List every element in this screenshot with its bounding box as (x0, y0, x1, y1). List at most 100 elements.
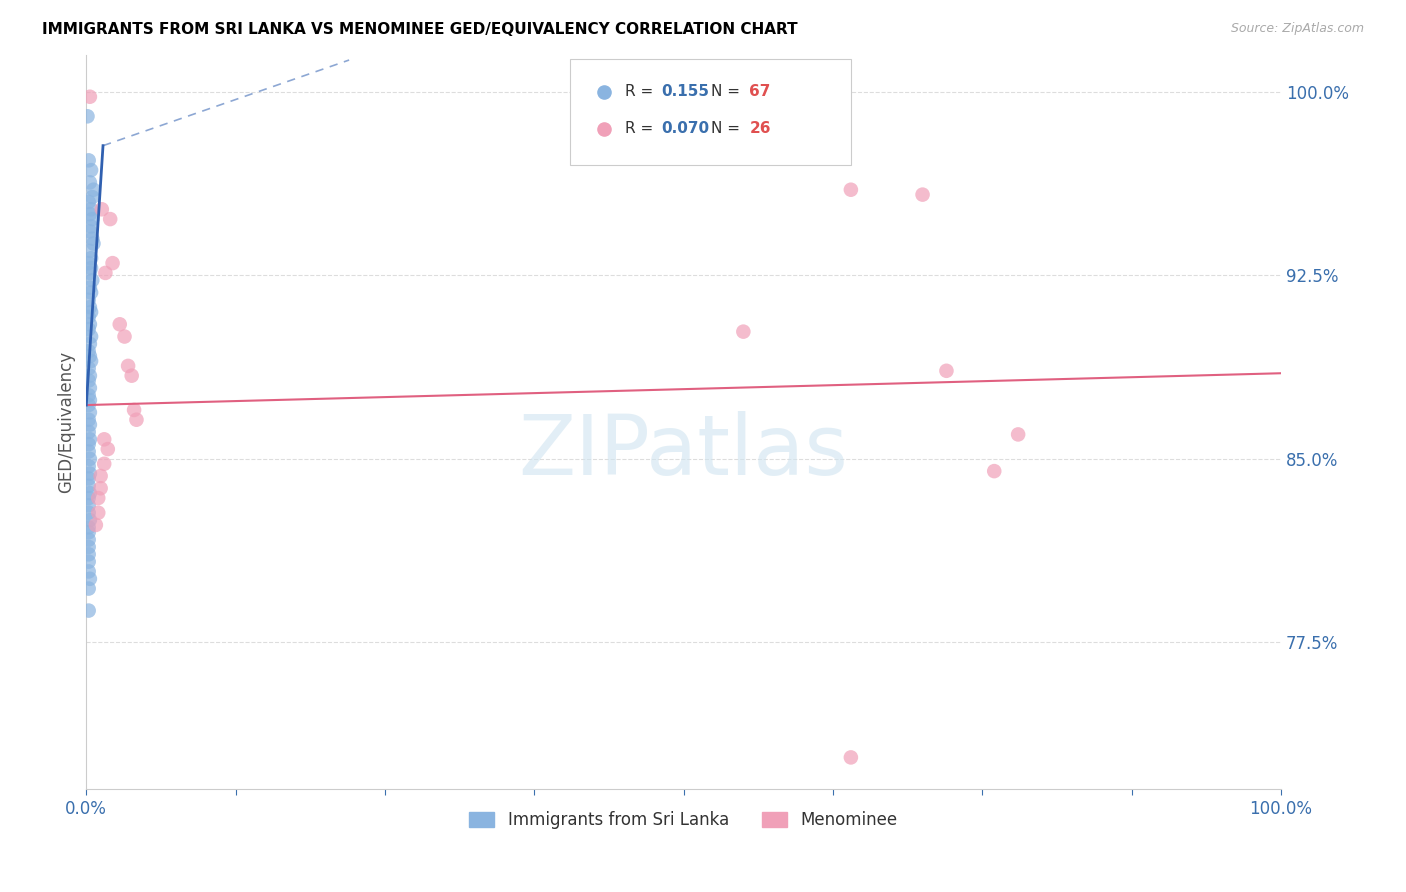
Point (79, 337, 101, 351)
Point (79, 432, 101, 446)
Text: IMMIGRANTS FROM SRI LANKA VS MENOMINEE GED/EQUIVALENCY CORRELATION CHART: IMMIGRANTS FROM SRI LANKA VS MENOMINEE G… (42, 22, 797, 37)
Point (80, 305, 103, 319)
Point (77, 540, 100, 554)
FancyBboxPatch shape (569, 59, 851, 165)
Text: 67: 67 (749, 85, 770, 99)
Point (93, 457, 115, 471)
Point (77, 388, 100, 402)
Point (79, 393, 101, 408)
Point (79, 368, 101, 383)
Point (77, 413, 100, 427)
Point (80, 329, 103, 343)
Point (98, 212, 121, 227)
Point (935, 364, 957, 378)
Point (97, 442, 120, 456)
Point (79, 405, 101, 419)
Point (77, 425, 100, 439)
Point (80, 219, 103, 234)
Point (983, 464, 1005, 478)
Point (77, 506, 100, 520)
Text: 26: 26 (749, 121, 770, 136)
Point (77, 374, 100, 388)
Point (839, 183, 862, 197)
Point (87, 491, 110, 505)
Text: N =: N = (711, 121, 745, 136)
Point (82, 190, 104, 204)
Point (94, 266, 117, 280)
Point (87, 506, 110, 520)
Point (79, 513, 101, 527)
Point (77, 398, 100, 412)
Point (79, 486, 101, 500)
Point (77, 293, 100, 307)
Point (80, 252, 103, 266)
Legend: Immigrants from Sri Lanka, Menominee: Immigrants from Sri Lanka, Menominee (463, 805, 904, 836)
Point (77, 344, 100, 359)
Point (114, 329, 136, 343)
Point (79, 467, 101, 481)
Point (77, 437, 100, 451)
Text: R =: R = (626, 121, 658, 136)
Point (77, 361, 100, 376)
Text: R =: R = (626, 85, 658, 99)
Point (79, 266, 101, 280)
Point (76, 109, 98, 123)
Point (82, 232, 104, 246)
Text: ZIPatlas: ZIPatlas (519, 411, 849, 492)
Point (592, 329, 614, 343)
Point (79, 207, 101, 221)
Point (77, 499, 100, 513)
Point (77, 555, 100, 569)
Point (77, 459, 100, 474)
Point (77, 582, 100, 596)
Point (122, 403, 145, 417)
Point (90, 202, 112, 217)
Point (82, 212, 104, 227)
Point (77, 520, 100, 534)
Point (82, 236, 104, 251)
Text: N =: N = (711, 85, 745, 99)
Point (93, 432, 115, 446)
Point (79, 381, 101, 395)
Point (77, 471, 100, 485)
Point (79, 224, 101, 238)
Point (84, 518, 107, 533)
Y-axis label: GED/Equivalency: GED/Equivalency (58, 351, 75, 493)
Point (77, 491, 100, 505)
Point (121, 368, 143, 383)
Text: 0.070: 0.070 (661, 121, 709, 136)
Point (90, 469, 112, 483)
Point (82, 183, 104, 197)
Point (108, 318, 131, 332)
Point (77, 533, 100, 547)
Point (80, 285, 103, 300)
Point (80, 163, 103, 178)
Point (77, 525, 100, 540)
Point (125, 413, 148, 427)
Point (79, 280, 101, 294)
Point (79, 451, 101, 466)
Point (79, 417, 101, 432)
Text: Source: ZipAtlas.com: Source: ZipAtlas.com (1230, 22, 1364, 36)
Point (839, 750, 862, 764)
Point (77, 310, 100, 324)
Point (82, 273, 104, 287)
Point (733, 325, 755, 339)
Point (77, 604, 100, 618)
Point (79, 300, 101, 314)
Point (77, 256, 100, 270)
Point (101, 256, 124, 270)
Point (77, 547, 100, 561)
Point (911, 187, 934, 202)
Point (77, 444, 100, 458)
Point (80, 202, 103, 217)
Point (77, 479, 100, 493)
Point (79, 175, 101, 189)
Point (592, 207, 614, 221)
Point (77, 153, 100, 168)
Point (79, 349, 101, 363)
Point (1007, 427, 1029, 442)
Point (117, 359, 139, 373)
Point (77, 322, 100, 336)
Point (79, 89, 101, 103)
